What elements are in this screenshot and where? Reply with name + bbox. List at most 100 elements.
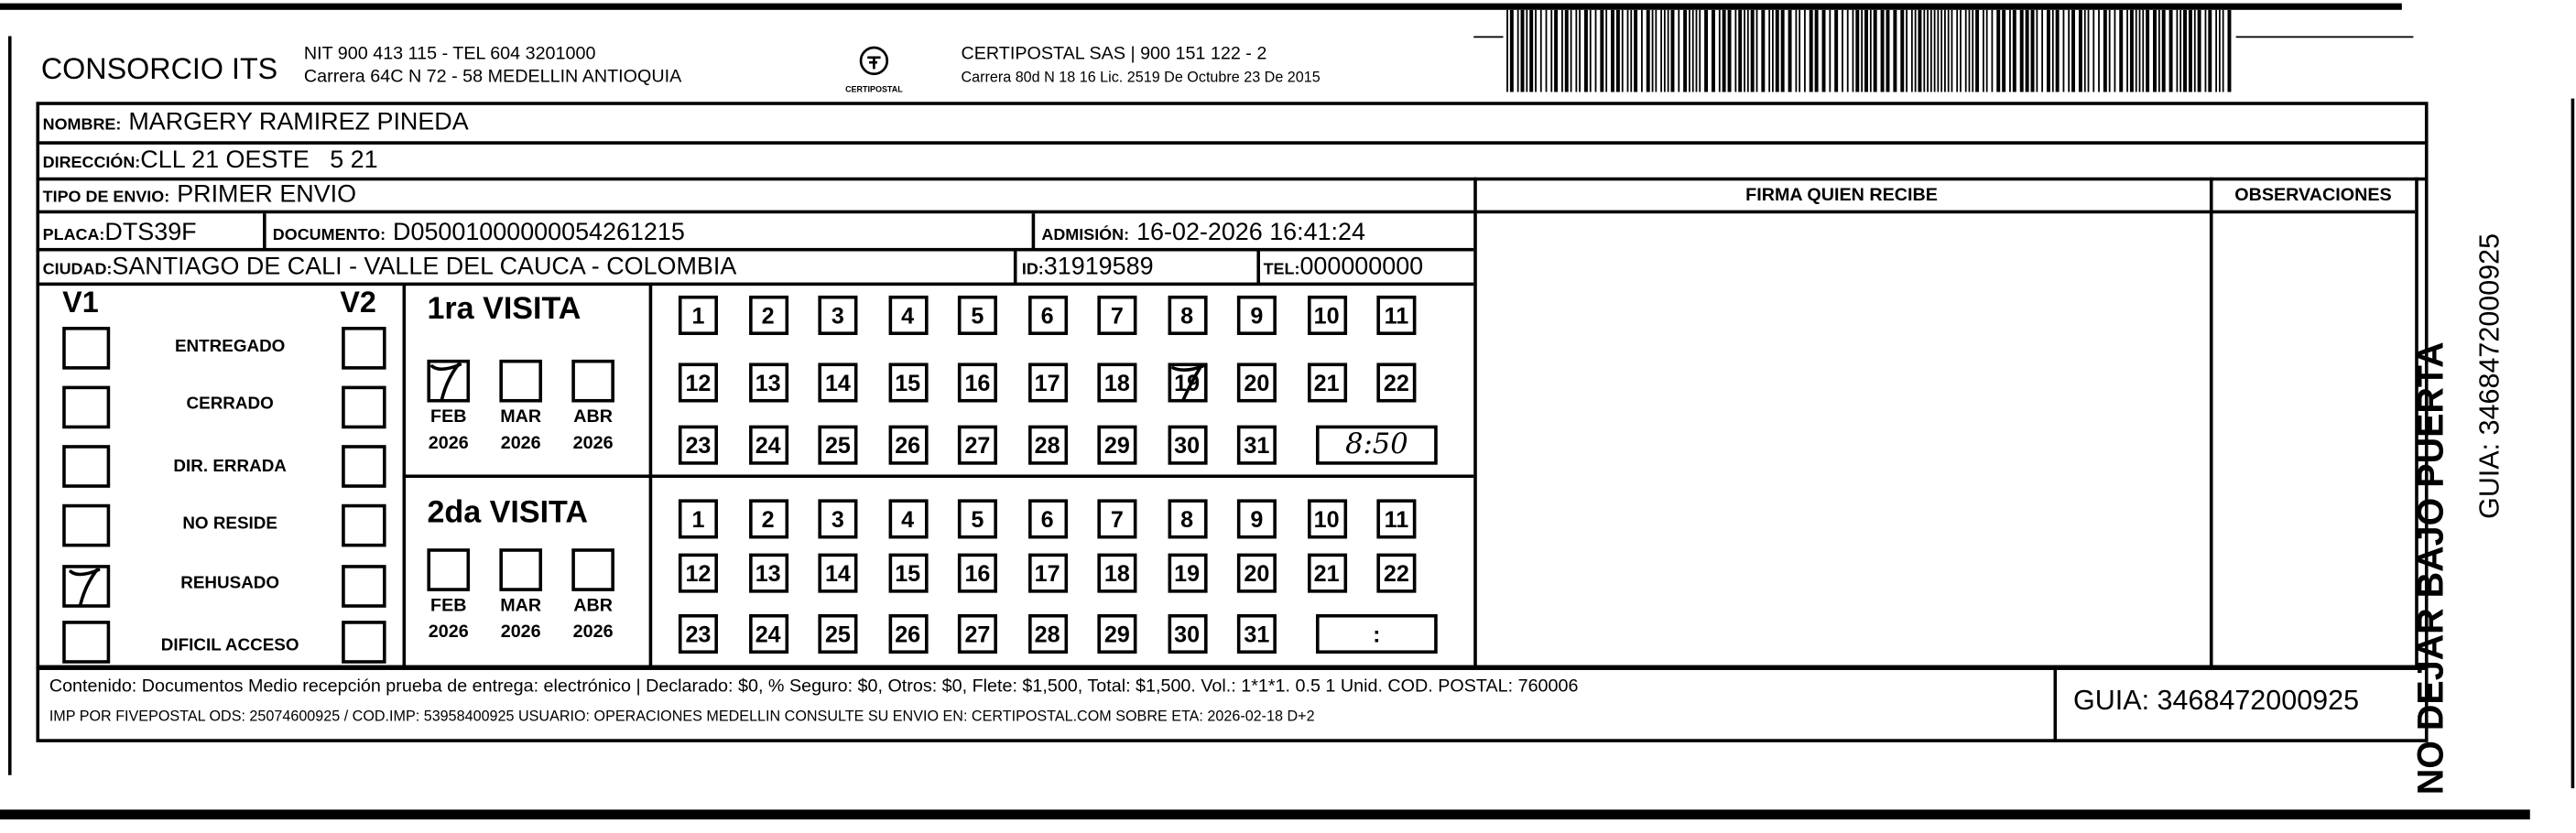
day-23[interactable]: 23 [678,613,718,654]
day-14[interactable]: 14 [818,553,858,593]
day-8[interactable]: 8 [1167,499,1207,539]
day-2[interactable]: 2 [748,295,788,335]
day-1[interactable]: 1 [678,499,718,539]
barcode-bar [2030,9,2035,92]
day-17[interactable]: 17 [1027,553,1068,593]
day-29[interactable]: 29 [1097,613,1137,654]
v2-checkbox[interactable] [342,503,386,547]
day-7[interactable]: 7 [1097,499,1137,539]
day-21[interactable]: 21 [1307,362,1347,403]
day-24[interactable]: 24 [748,613,788,654]
day-15[interactable]: 15 [887,553,928,593]
barcode-bar [2197,9,2201,92]
barcode-bar [1545,9,1548,92]
day-20[interactable]: 20 [1236,553,1277,593]
signature-area[interactable] [1477,213,2208,665]
barcode-bar [1893,9,1897,92]
month-checkbox[interactable] [571,359,614,403]
day-30[interactable]: 30 [1167,613,1207,654]
col-divider [1256,249,1260,285]
day-13[interactable]: 13 [748,553,788,593]
barcode-bar [2108,9,2111,92]
day-16[interactable]: 16 [957,553,997,593]
barcode-bar [1711,9,1715,92]
time-box[interactable]: 8:50 [1315,425,1438,465]
day-25[interactable]: 25 [818,425,858,465]
day-12[interactable]: 12 [678,553,718,593]
day-12[interactable]: 12 [678,362,718,403]
day-15[interactable]: 15 [887,362,928,403]
day-26[interactable]: 26 [887,613,928,654]
day-28[interactable]: 28 [1027,425,1068,465]
status-label: DIR. ERRADA [173,456,287,477]
barcode-bar [2036,9,2038,92]
day-18[interactable]: 18 [1097,362,1137,403]
time-box[interactable]: : [1315,613,1438,654]
day-19[interactable]: 19 [1167,362,1207,403]
day-29[interactable]: 29 [1097,425,1137,465]
day-3[interactable]: 3 [818,499,858,539]
month-checkbox[interactable] [427,548,471,591]
day-22[interactable]: 22 [1376,362,1417,403]
day-11[interactable]: 11 [1376,295,1417,335]
month-label: MAR 2026 [493,404,549,456]
day-13[interactable]: 13 [748,362,788,403]
day-20[interactable]: 20 [1236,362,1277,403]
day-19[interactable]: 19 [1167,553,1207,593]
day-1[interactable]: 1 [678,295,718,335]
day-26[interactable]: 26 [887,425,928,465]
v2-checkbox[interactable] [342,327,386,370]
day-21[interactable]: 21 [1307,553,1347,593]
v1-checkbox[interactable] [62,327,111,370]
month-checkbox[interactable] [499,359,543,403]
day-30[interactable]: 30 [1167,425,1207,465]
day-9[interactable]: 9 [1236,295,1277,335]
day-6[interactable]: 6 [1027,499,1068,539]
day-24[interactable]: 24 [748,425,788,465]
v2-checkbox[interactable] [342,621,386,664]
day-27[interactable]: 27 [957,613,997,654]
day-31[interactable]: 31 [1236,425,1277,465]
day-25[interactable]: 25 [818,613,858,654]
day-27[interactable]: 27 [957,425,997,465]
barcode-bar [1605,9,1608,92]
row-divider [36,282,1474,287]
day-11[interactable]: 11 [1376,499,1417,539]
day-10[interactable]: 10 [1307,499,1347,539]
observations-area[interactable] [2213,213,2414,665]
barcode-bar [2179,9,2182,92]
day-14[interactable]: 14 [818,362,858,403]
month-checkbox[interactable] [571,548,614,591]
day-8[interactable]: 8 [1167,295,1207,335]
v1-checkbox[interactable] [62,445,111,488]
side-guia: GUIA: 3468472000925 [2473,233,2505,519]
day-18[interactable]: 18 [1097,553,1137,593]
v2-checkbox[interactable] [342,565,386,608]
day-4[interactable]: 4 [887,295,928,335]
v2-checkbox[interactable] [342,385,386,429]
v1-checkbox[interactable] [62,385,111,429]
day-31[interactable]: 31 [1236,613,1277,654]
day-3[interactable]: 3 [818,295,858,335]
day-9[interactable]: 9 [1236,499,1277,539]
day-22[interactable]: 22 [1376,553,1417,593]
v1-checkbox[interactable] [62,621,111,664]
day-2[interactable]: 2 [748,499,788,539]
day-16[interactable]: 16 [957,362,997,403]
day-23[interactable]: 23 [678,425,718,465]
day-28[interactable]: 28 [1027,613,1068,654]
day-6[interactable]: 6 [1027,295,1068,335]
day-17[interactable]: 17 [1027,362,1068,403]
v2-checkbox[interactable] [342,445,386,488]
barcode-bar [2051,9,2054,92]
month-name: ABR [573,406,614,427]
v1-checkbox[interactable] [62,503,111,547]
day-7[interactable]: 7 [1097,295,1137,335]
day-10[interactable]: 10 [1307,295,1347,335]
day-4[interactable]: 4 [887,499,928,539]
day-5[interactable]: 5 [957,499,997,539]
v1-checkbox[interactable] [62,565,111,608]
month-checkbox[interactable] [427,359,471,403]
month-checkbox[interactable] [499,548,543,591]
day-5[interactable]: 5 [957,295,997,335]
